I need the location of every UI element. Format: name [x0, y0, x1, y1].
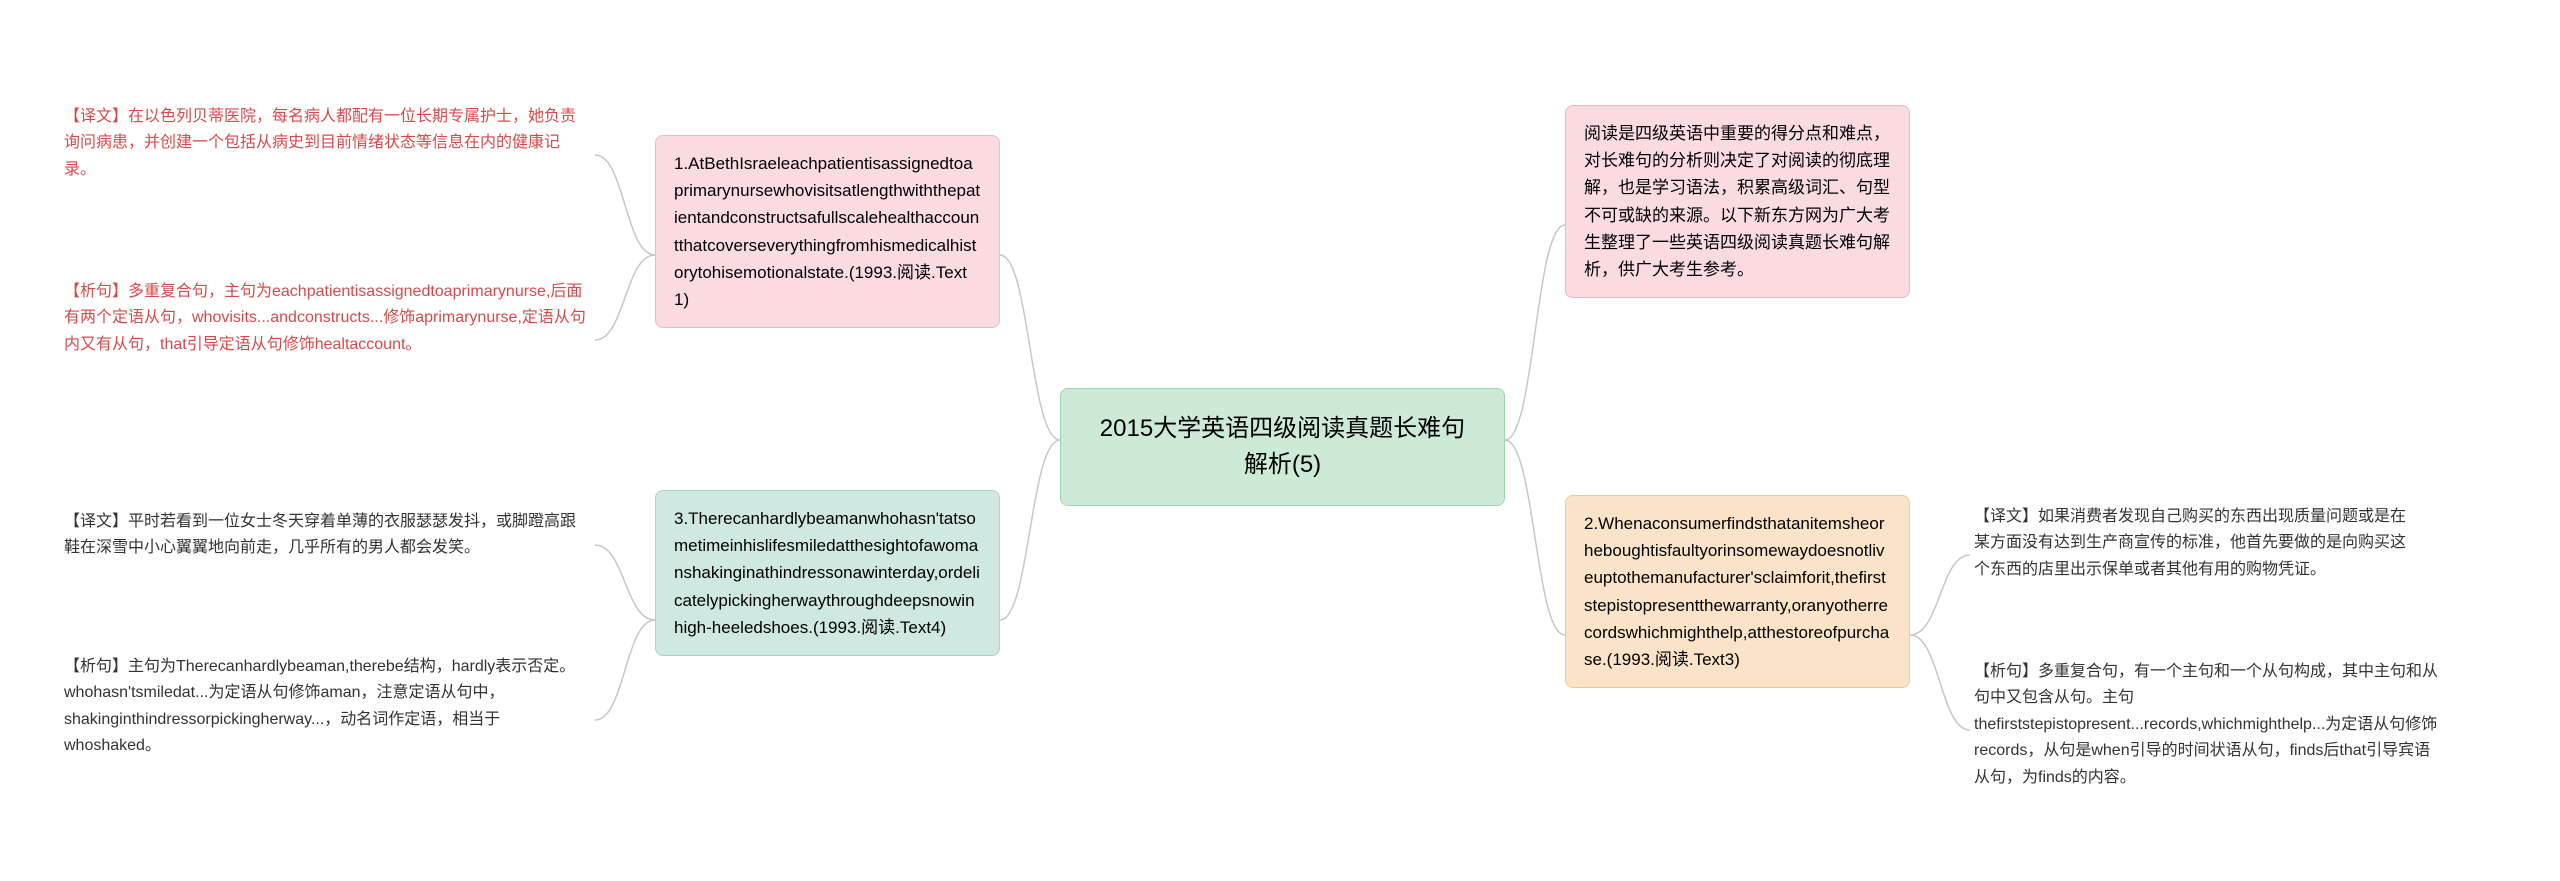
item1-analysis: 【析句】多重复合句，主句为eachpatientisassignedtoapri… — [60, 275, 595, 362]
intro-node: 阅读是四级英语中重要的得分点和难点，对长难句的分析则决定了对阅读的彻底理解，也是… — [1565, 105, 1910, 298]
item3-analysis: 【析句】主句为Therecanhardlybeaman,therebe结构，ha… — [60, 650, 595, 764]
item1-translation: 【译文】在以色列贝蒂医院，每名病人都配有一位长期专属护士，她负责询问病患，并创建… — [60, 100, 595, 187]
center-title: 2015大学英语四级阅读真题长难句解析(5) — [1100, 415, 1465, 478]
item3-node: 3.Therecanhardlybeamanwhohasn'tatsometim… — [655, 490, 1000, 656]
item3-translation: 【译文】平时若看到一位女士冬天穿着单薄的衣服瑟瑟发抖，或脚蹬高跟鞋在深雪中小心翼… — [60, 505, 595, 566]
item1-text: 1.AtBethIsraeleachpatientisassignedtoapr… — [674, 154, 980, 309]
item3-text: 3.Therecanhardlybeamanwhohasn'tatsometim… — [674, 509, 980, 637]
item2-node: 2.Whenaconsumerfindsthatanitemsheorhebou… — [1565, 495, 1910, 688]
item2-analysis: 【析句】多重复合句，有一个主句和一个从句构成，其中主句和从句中又包含从句。主句t… — [1970, 655, 2450, 795]
center-node: 2015大学英语四级阅读真题长难句解析(5) — [1060, 388, 1505, 506]
item1-node: 1.AtBethIsraeleachpatientisassignedtoapr… — [655, 135, 1000, 328]
item2-text: 2.Whenaconsumerfindsthatanitemsheorhebou… — [1584, 514, 1889, 669]
item2-translation: 【译文】如果消费者发现自己购买的东西出现质量问题或是在某方面没有达到生产商宣传的… — [1970, 500, 2420, 587]
intro-text: 阅读是四级英语中重要的得分点和难点，对长难句的分析则决定了对阅读的彻底理解，也是… — [1584, 124, 1890, 279]
